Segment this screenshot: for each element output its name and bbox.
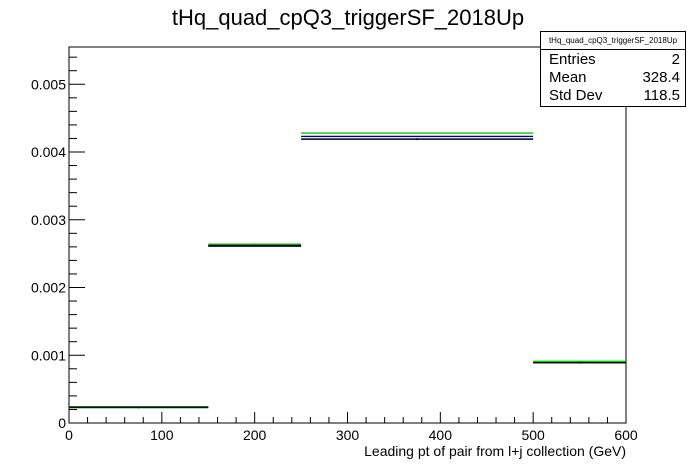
stats-mean-row: Mean 328.4 bbox=[549, 69, 680, 87]
stats-entries-row: Entries 2 bbox=[549, 51, 680, 69]
stats-std-value: 118.5 bbox=[643, 87, 680, 104]
stats-box: tHq_quad_cpQ3_triggerSF_2018Up Entries 2… bbox=[540, 31, 686, 107]
stats-entries-value: 2 bbox=[671, 51, 680, 68]
x-tick-label: 100 bbox=[150, 427, 174, 443]
stats-mean-value: 328.4 bbox=[642, 69, 680, 86]
stats-title: tHq_quad_cpQ3_triggerSF_2018Up bbox=[541, 32, 685, 50]
stats-mean-label: Mean bbox=[549, 69, 587, 86]
x-tick-label: 0 bbox=[65, 427, 73, 443]
y-tick-label: 0.001 bbox=[31, 347, 66, 363]
y-tick-label: 0.002 bbox=[31, 280, 66, 296]
y-tick-label: 0 bbox=[58, 415, 66, 431]
x-axis-label: Leading pt of pair from l+j collection (… bbox=[364, 443, 626, 459]
x-tick-label: 400 bbox=[429, 427, 453, 443]
stats-entries-label: Entries bbox=[549, 51, 596, 68]
y-tick-label: 0.004 bbox=[31, 144, 66, 160]
x-tick-label: 600 bbox=[614, 427, 638, 443]
x-tick-label: 200 bbox=[243, 427, 267, 443]
x-tick-label: 500 bbox=[521, 427, 545, 443]
stats-std-label: Std Dev bbox=[549, 87, 603, 104]
y-tick-label: 0.003 bbox=[31, 212, 66, 228]
axes: 0 100 200 300 400 500 600 0 0.001 0.002 0.003 0.004… bbox=[31, 46, 638, 443]
chart-title: tHq_quad_cpQ3_triggerSF_2018Up bbox=[172, 5, 524, 30]
stats-std-row: Std Dev 118.5 bbox=[549, 87, 680, 105]
x-tick-label: 300 bbox=[336, 427, 360, 443]
histogram-series bbox=[69, 132, 626, 409]
y-tick-label: 0.005 bbox=[31, 76, 66, 92]
